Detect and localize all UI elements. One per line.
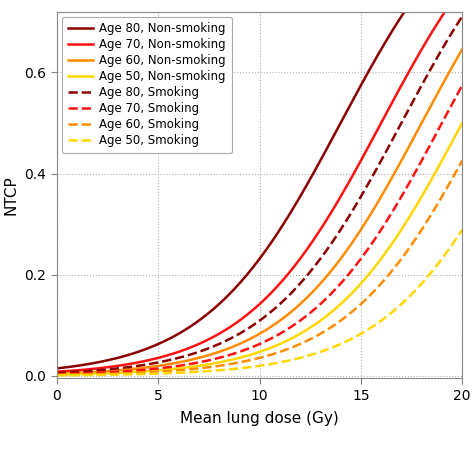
Age 80, Non-smoking <box>186 324 192 330</box>
Age 80, Smoking <box>348 210 354 215</box>
Age 60, Non-smoking <box>346 244 352 249</box>
Age 80, Non-smoking <box>346 104 352 109</box>
Age 60, Non-smoking <box>186 358 192 363</box>
Age 60, Non-smoking <box>215 350 220 355</box>
Age 60, Smoking <box>459 158 465 164</box>
Age 60, Non-smoking <box>459 46 465 52</box>
Age 50, Non-smoking <box>54 372 60 377</box>
Legend: Age 80, Non-smoking, Age 70, Non-smoking, Age 60, Non-smoking, Age 50, Non-smoki: Age 80, Non-smoking, Age 70, Non-smoking… <box>62 17 232 153</box>
Age 80, Non-smoking <box>215 303 220 308</box>
Age 50, Smoking <box>348 336 354 342</box>
Line: Age 70, Smoking: Age 70, Smoking <box>57 86 462 374</box>
Age 50, Non-smoking <box>215 360 220 366</box>
Age 70, Non-smoking <box>309 240 315 245</box>
Age 50, Smoking <box>186 369 192 375</box>
Age 70, Smoking <box>186 361 192 367</box>
Age 80, Smoking <box>459 14 465 19</box>
Age 60, Smoking <box>215 363 220 369</box>
Age 70, Smoking <box>346 271 352 276</box>
Age 70, Smoking <box>215 356 220 361</box>
Age 60, Smoking <box>348 309 354 315</box>
Text: New radiation pneumonitis model: New radiation pneumonitis model <box>92 446 382 460</box>
Age 60, Non-smoking <box>309 290 315 296</box>
Line: Age 70, Non-smoking: Age 70, Non-smoking <box>57 0 462 372</box>
Age 60, Smoking <box>186 367 192 372</box>
Line: Age 60, Non-smoking: Age 60, Non-smoking <box>57 49 462 374</box>
Age 70, Non-smoking <box>186 345 192 351</box>
Age 80, Non-smoking <box>348 100 354 105</box>
Age 70, Smoking <box>309 309 315 315</box>
Age 80, Non-smoking <box>54 366 60 371</box>
Line: Age 80, Non-smoking: Age 80, Non-smoking <box>57 0 462 368</box>
Age 60, Smoking <box>346 311 352 317</box>
Age 80, Smoking <box>103 367 109 372</box>
Age 70, Non-smoking <box>215 332 220 338</box>
Age 50, Smoking <box>103 372 109 377</box>
Age 50, Smoking <box>215 368 220 373</box>
Age 70, Smoking <box>103 369 109 375</box>
Age 60, Non-smoking <box>54 371 60 377</box>
Age 70, Smoking <box>459 83 465 88</box>
Age 50, Non-smoking <box>186 364 192 370</box>
Age 60, Smoking <box>309 335 315 341</box>
Line: Age 50, Smoking: Age 50, Smoking <box>57 230 462 376</box>
Age 70, Non-smoking <box>346 178 352 184</box>
Age 80, Smoking <box>309 267 315 272</box>
Age 60, Non-smoking <box>103 368 109 374</box>
Y-axis label: NTCP: NTCP <box>4 175 19 215</box>
Age 80, Smoking <box>346 213 352 219</box>
Age 60, Smoking <box>103 371 109 377</box>
Line: Age 50, Non-smoking: Age 50, Non-smoking <box>57 123 462 375</box>
Line: Age 60, Smoking: Age 60, Smoking <box>57 161 462 375</box>
Age 70, Smoking <box>54 371 60 377</box>
Age 80, Smoking <box>215 342 220 348</box>
Age 50, Non-smoking <box>346 293 352 298</box>
Age 70, Smoking <box>348 268 354 274</box>
Age 70, Non-smoking <box>103 365 109 370</box>
Age 50, Smoking <box>54 373 60 378</box>
Age 50, Smoking <box>459 227 465 233</box>
Age 70, Non-smoking <box>54 369 60 375</box>
Age 50, Non-smoking <box>459 120 465 126</box>
Age 80, Non-smoking <box>309 173 315 179</box>
Age 60, Smoking <box>54 372 60 378</box>
Age 70, Non-smoking <box>348 175 354 181</box>
Line: Age 80, Smoking: Age 80, Smoking <box>57 17 462 373</box>
X-axis label: Mean lung dose (Gy): Mean lung dose (Gy) <box>180 411 339 426</box>
Age 50, Non-smoking <box>103 370 109 376</box>
Age 80, Non-smoking <box>103 358 109 364</box>
Age 80, Smoking <box>54 370 60 376</box>
Age 50, Smoking <box>309 352 315 358</box>
Age 60, Non-smoking <box>348 241 354 246</box>
Age 50, Non-smoking <box>309 324 315 329</box>
Age 50, Smoking <box>346 337 352 343</box>
Age 50, Non-smoking <box>348 291 354 297</box>
Age 80, Smoking <box>186 352 192 358</box>
